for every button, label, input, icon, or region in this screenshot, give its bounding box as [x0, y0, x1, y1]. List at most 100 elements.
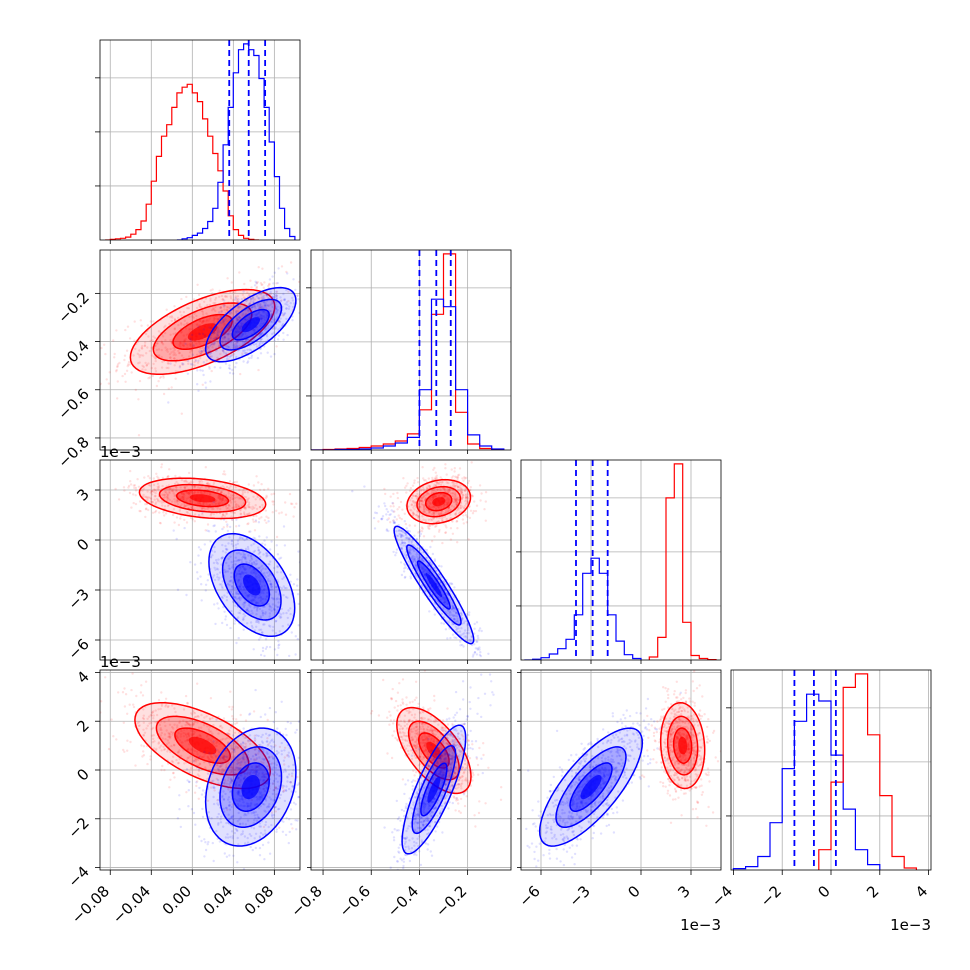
- sample-point: [257, 521, 261, 524]
- sample-point: [193, 361, 196, 364]
- sample-point: [205, 482, 209, 486]
- sample-point: [197, 340, 200, 343]
- sample-point: [468, 611, 471, 614]
- sample-point: [272, 319, 276, 323]
- sample-point: [275, 282, 278, 285]
- sample-point: [204, 297, 208, 300]
- sample-point: [413, 524, 417, 527]
- sample-point: [260, 516, 263, 519]
- sample-point: [232, 353, 236, 356]
- sample-point: [142, 487, 145, 490]
- sample-point: [260, 317, 263, 320]
- sample-point: [164, 324, 167, 327]
- sample-point: [234, 500, 237, 503]
- sample-point: [257, 311, 261, 314]
- sample-point: [227, 503, 231, 507]
- sample-point: [232, 494, 235, 497]
- sample-point: [166, 504, 170, 508]
- sample-point: [243, 349, 246, 352]
- sample-point: [179, 331, 183, 334]
- sample-point: [167, 401, 170, 404]
- sample-point: [453, 467, 456, 470]
- sample-point: [219, 306, 222, 309]
- sample-point: [235, 518, 238, 521]
- sample-point: [136, 352, 139, 355]
- sample-point: [191, 518, 195, 521]
- sample-point: [261, 267, 264, 270]
- sample-point: [160, 691, 163, 694]
- sample-point: [262, 341, 265, 344]
- sample-point: [189, 516, 193, 520]
- sample-point: [301, 500, 303, 502]
- sample-point: [260, 322, 263, 325]
- sample-point: [154, 509, 158, 513]
- sample-point: [247, 522, 250, 525]
- sample-point: [198, 340, 201, 344]
- sample-point: [235, 335, 238, 338]
- sample-point: [253, 506, 256, 510]
- sample-point: [216, 333, 219, 337]
- sample-point: [238, 344, 241, 348]
- sample-point: [144, 332, 148, 336]
- sample-point: [305, 628, 307, 630]
- sample-point: [168, 322, 171, 326]
- sample-point: [258, 505, 262, 508]
- sample-point: [123, 372, 127, 376]
- sample-point: [199, 356, 202, 360]
- sample-point: [224, 494, 228, 497]
- sample-point: [243, 512, 246, 516]
- sample-point: [237, 497, 241, 500]
- sample-point: [227, 346, 231, 349]
- sample-point: [305, 594, 307, 596]
- sample-point: [156, 487, 159, 491]
- sample-point: [216, 507, 219, 510]
- sample-point: [264, 326, 268, 329]
- sample-point: [242, 296, 246, 299]
- sample-point: [235, 525, 238, 528]
- sample-point: [218, 495, 222, 498]
- sample-point: [260, 319, 263, 323]
- sample-point: [253, 328, 256, 332]
- sample-point: [201, 321, 204, 324]
- sample-point: [141, 364, 144, 368]
- sample-point: [234, 486, 237, 489]
- sample-point: [226, 309, 229, 312]
- sample-point: [291, 296, 294, 300]
- sample-point: [234, 330, 237, 334]
- sample-point: [204, 529, 207, 532]
- sample-point: [446, 637, 449, 640]
- sample-point: [215, 349, 218, 352]
- sample-point: [245, 312, 248, 316]
- sample-point: [273, 318, 277, 321]
- sample-point: [402, 570, 406, 573]
- sample-point: [230, 327, 233, 330]
- sample-point: [279, 300, 283, 303]
- sample-point: [161, 484, 164, 488]
- sample-point: [169, 316, 172, 319]
- sample-point: [269, 309, 272, 313]
- sample-point: [222, 320, 225, 323]
- sample-point: [463, 476, 466, 479]
- sample-point: [453, 470, 456, 473]
- sample-point: [175, 516, 179, 519]
- sample-point: [214, 502, 217, 505]
- sample-point: [272, 676, 274, 678]
- sample-point: [153, 498, 156, 501]
- sample-point: [190, 490, 193, 493]
- sample-point: [255, 326, 259, 329]
- scatter-0-1-frame: [99, 249, 301, 451]
- sample-point: [214, 298, 217, 301]
- sample-point: [253, 529, 257, 532]
- sample-point: [171, 316, 174, 319]
- sample-point: [223, 305, 226, 308]
- sample-point: [154, 336, 157, 340]
- sample-point: [220, 309, 223, 312]
- sample-point: [252, 484, 256, 487]
- sample-point: [198, 480, 201, 483]
- sample-point: [236, 330, 240, 333]
- sample-point: [247, 530, 251, 533]
- sample-point: [259, 332, 263, 335]
- sample-point: [114, 487, 117, 491]
- sample-point: [185, 510, 188, 514]
- scatter-panel-0-1: [100, 250, 300, 450]
